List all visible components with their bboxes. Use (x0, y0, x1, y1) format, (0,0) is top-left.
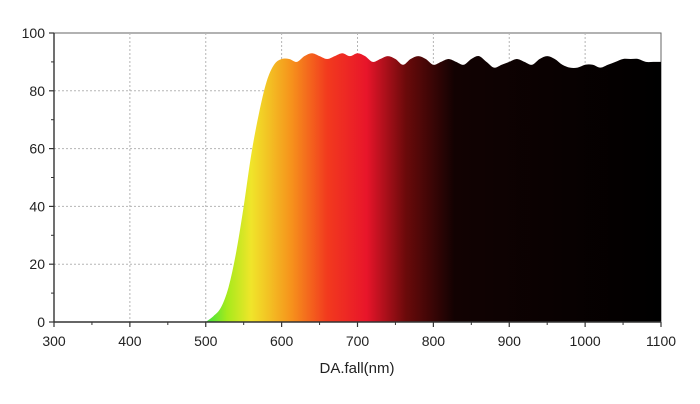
y-tick-label: 0 (37, 314, 45, 330)
y-tick-label: 80 (29, 83, 45, 99)
y-tick-label: 60 (29, 141, 45, 157)
x-tick-label: 1100 (646, 333, 676, 349)
x-tick-label: 300 (42, 333, 66, 349)
x-axis: 300 400 500 600 700 800 900 1000 1100 (42, 322, 676, 349)
y-tick-label: 100 (22, 25, 46, 41)
x-tick-label: 500 (194, 333, 218, 349)
y-tick-label: 20 (29, 256, 45, 272)
x-tick-label: 700 (346, 333, 370, 349)
y-axis: 0 20 40 60 80 100 (22, 25, 54, 330)
y-tick-label: 40 (29, 198, 45, 214)
x-tick-label: 1000 (570, 333, 601, 349)
x-tick-label: 400 (118, 333, 142, 349)
x-axis-title: DA.fall(nm) (319, 360, 394, 377)
x-tick-label: 800 (422, 333, 446, 349)
x-tick-label: 900 (498, 333, 522, 349)
transmission-area (205, 53, 661, 322)
x-tick-label: 600 (270, 333, 294, 349)
